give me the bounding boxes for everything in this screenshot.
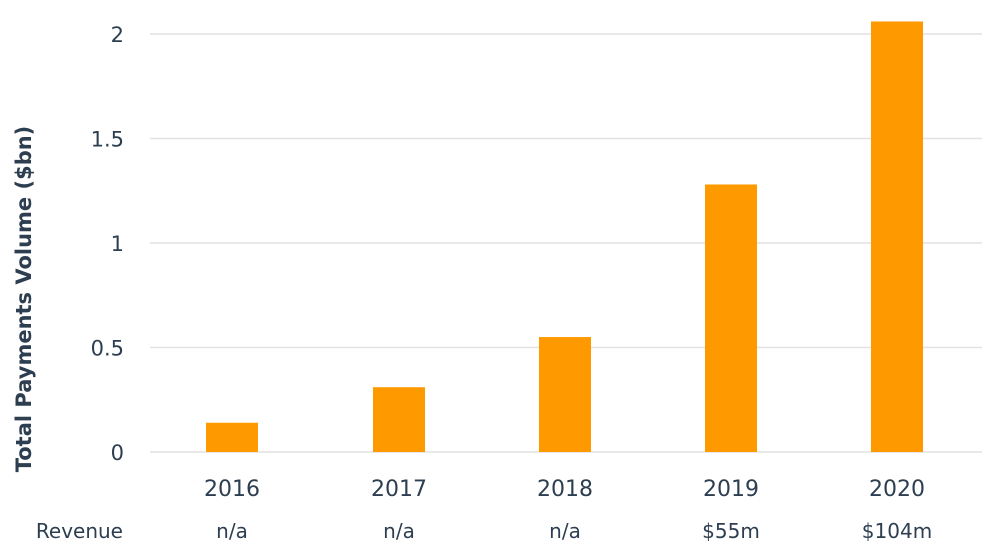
x-tick-label: 2019 xyxy=(703,477,759,502)
gridlines xyxy=(150,33,982,453)
revenue-value: n/a xyxy=(216,519,248,543)
bar-2018 xyxy=(539,337,591,452)
bars xyxy=(206,21,923,453)
revenue-value: $55m xyxy=(702,519,760,543)
bar-2020 xyxy=(871,21,923,453)
y-axis-ticks: 0 0.5 1 1.5 2 xyxy=(91,23,124,465)
bar-2019 xyxy=(705,184,757,453)
x-tick-label: 2017 xyxy=(371,477,427,502)
revenue-row: Revenue n/a n/a n/a $55m $104m xyxy=(36,519,932,543)
y-tick-label: 2 xyxy=(111,23,124,47)
revenue-value: n/a xyxy=(549,519,581,543)
y-tick-label: 1.5 xyxy=(91,128,124,152)
y-tick-label: 0.5 xyxy=(91,337,124,361)
revenue-value: n/a xyxy=(383,519,415,543)
revenue-value: $104m xyxy=(862,519,932,543)
x-tick-label: 2020 xyxy=(869,477,925,502)
revenue-row-label: Revenue xyxy=(36,519,123,543)
x-axis-ticks: 2016 2017 2018 2019 2020 xyxy=(204,477,925,502)
y-tick-label: 1 xyxy=(111,232,124,256)
bar-2017 xyxy=(373,387,425,452)
y-tick-label: 0 xyxy=(111,441,124,465)
bar-2016 xyxy=(206,422,258,452)
y-axis-label: Total Payments Volume ($bn) xyxy=(12,126,36,473)
x-tick-label: 2016 xyxy=(204,477,260,502)
x-tick-label: 2018 xyxy=(537,477,593,502)
